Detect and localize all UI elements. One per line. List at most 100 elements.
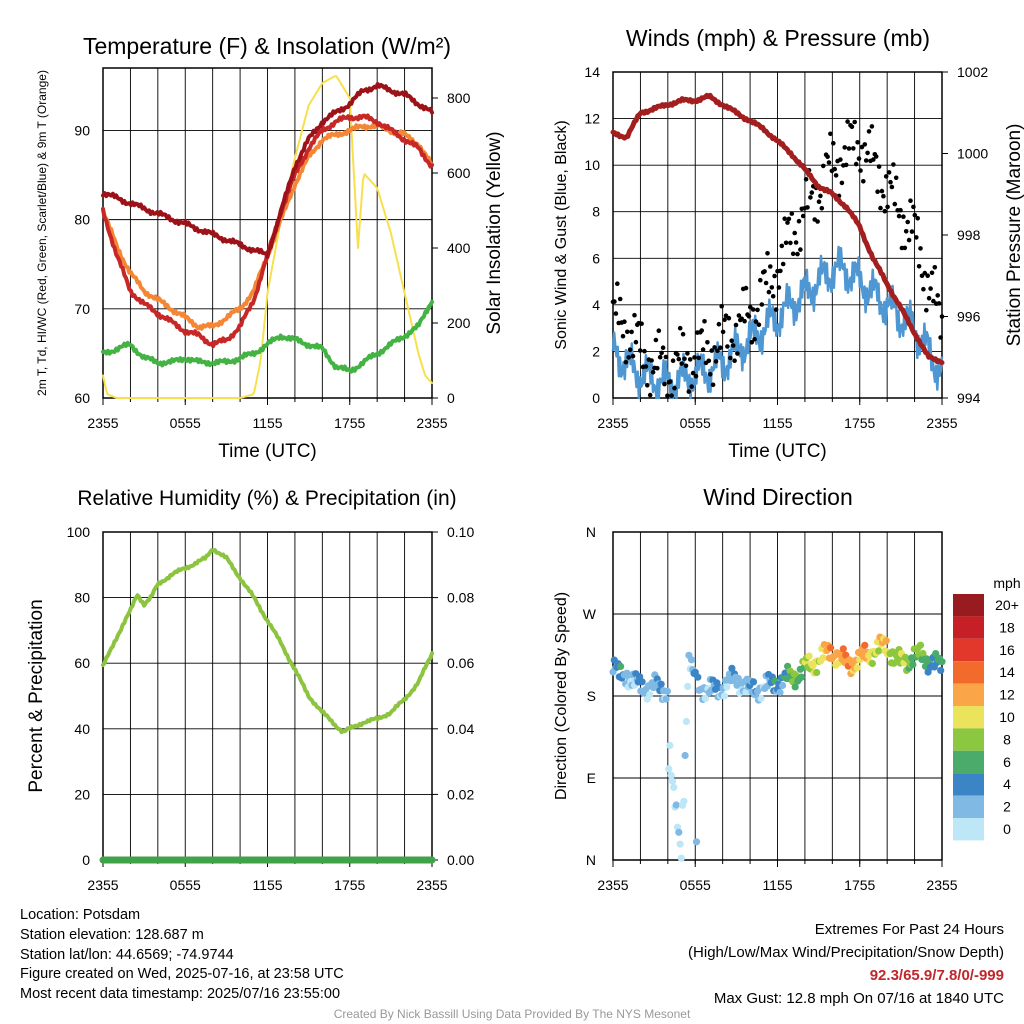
y-tick-label: 10: [584, 157, 600, 173]
gust-point: [755, 307, 760, 313]
gust-point: [716, 321, 722, 327]
direction-point: [805, 652, 813, 660]
gust-point: [743, 285, 749, 291]
gust-point: [728, 355, 733, 361]
gust-point: [783, 240, 789, 246]
direction-point: [657, 680, 665, 688]
gust-point: [925, 273, 930, 279]
gust-point: [921, 286, 926, 292]
gust-point: [742, 318, 747, 324]
gust-point: [749, 340, 755, 345]
direction-point: [749, 678, 758, 686]
direction-point: [723, 683, 731, 691]
x-axis-label: Time (UTC): [218, 441, 317, 462]
chart-title: Temperature (F) & Insolation (W/m²): [83, 33, 451, 59]
gust-point: [928, 286, 933, 291]
gust-point: [903, 229, 909, 234]
x-tick-label: 2355: [597, 415, 628, 431]
gust-point: [710, 382, 716, 388]
gust-point: [858, 168, 863, 173]
y-tick-label: 80: [74, 590, 90, 606]
gust-point: [639, 321, 644, 327]
direction-point: [670, 783, 678, 792]
direction-point: [757, 694, 765, 703]
legend-swatch: [953, 795, 984, 818]
gust-point: [735, 351, 740, 356]
gust-point: [879, 188, 885, 194]
direction-point: [797, 673, 806, 681]
gust-point: [798, 247, 803, 252]
chart-title: Relative Humidity (%) & Precipitation (i…: [77, 487, 456, 510]
gust-point: [657, 354, 663, 360]
x-tick-label: 0555: [680, 877, 711, 893]
gust-point: [853, 161, 859, 167]
y-tick-label: 80: [74, 212, 90, 228]
gust-point: [690, 370, 696, 376]
gust-point: [831, 141, 836, 146]
extremes-info: Extremes For Past 24 Hours (High/Low/Max…: [688, 918, 1004, 1010]
x-tick-label: 0555: [170, 415, 201, 431]
gust-point: [908, 198, 913, 203]
gust-point: [886, 170, 892, 175]
gust-point: [720, 329, 726, 335]
y-tick-label: 0: [82, 852, 90, 868]
gust-point: [893, 175, 899, 181]
gust-point: [702, 319, 707, 324]
y2-tick-label: 996: [957, 309, 981, 325]
gust-point: [705, 340, 710, 345]
gust-point: [856, 156, 862, 161]
x-tick-label: 0555: [170, 877, 201, 893]
direction-point: [813, 668, 821, 677]
direction-point: [617, 662, 625, 671]
y2-tick-label: 998: [957, 227, 981, 243]
direction-point: [675, 828, 683, 836]
direction-point: [677, 854, 685, 862]
x-tick-label: 1755: [844, 415, 875, 431]
gust-point: [909, 229, 915, 234]
gust-point: [645, 383, 650, 388]
gust-point: [722, 317, 727, 323]
gust-point: [680, 331, 686, 337]
direction-point: [932, 650, 940, 658]
station-info: Location: Potsdam Station elevation: 128…: [20, 906, 344, 1005]
direction-point: [666, 741, 674, 750]
direction-point: [668, 777, 677, 785]
gust-point: [733, 322, 739, 328]
legend-label: 8: [1003, 731, 1011, 747]
direction-point: [701, 694, 710, 703]
x-tick-label: 1755: [334, 877, 365, 893]
gust-point: [862, 142, 868, 147]
gust-point: [732, 358, 737, 364]
gust-point: [845, 119, 850, 124]
direction-point: [839, 645, 847, 653]
y-tick-label: 8: [592, 204, 600, 220]
legend-swatch: [953, 728, 984, 751]
gust-point: [901, 214, 906, 219]
gust-point: [719, 303, 724, 309]
y2-tick-label: 200: [447, 315, 471, 331]
gust-point: [861, 179, 866, 184]
location-text: Location: Potsdam: [20, 907, 141, 923]
sonic-wind-series: [611, 245, 944, 400]
gust-point: [859, 144, 865, 150]
gust-point: [676, 356, 682, 362]
gust-point: [662, 381, 667, 387]
humidity-precipitation-panel: 2355 0555 1155 1755 2355 0 20 40 60 80 100 0.00 0.02…: [26, 487, 474, 893]
legend-label: 14: [999, 664, 1015, 680]
gust-point: [846, 146, 852, 151]
gust-point: [916, 264, 922, 269]
gust-point: [888, 179, 893, 185]
y2-tick-label: 1002: [957, 64, 988, 80]
gust-point: [782, 216, 787, 221]
direction-point: [916, 641, 925, 649]
y-tick-label: N: [586, 524, 596, 540]
legend-title: mph: [993, 575, 1020, 591]
gust-point: [906, 237, 912, 243]
gust-point: [718, 345, 723, 351]
y2-tick-label: 994: [957, 390, 981, 406]
direction-point: [684, 682, 692, 691]
y-axis-label: Sonic Wind & Gust (Blue, Black): [553, 120, 570, 349]
direction-point: [776, 688, 784, 697]
x-tick-label: 2355: [926, 877, 957, 893]
